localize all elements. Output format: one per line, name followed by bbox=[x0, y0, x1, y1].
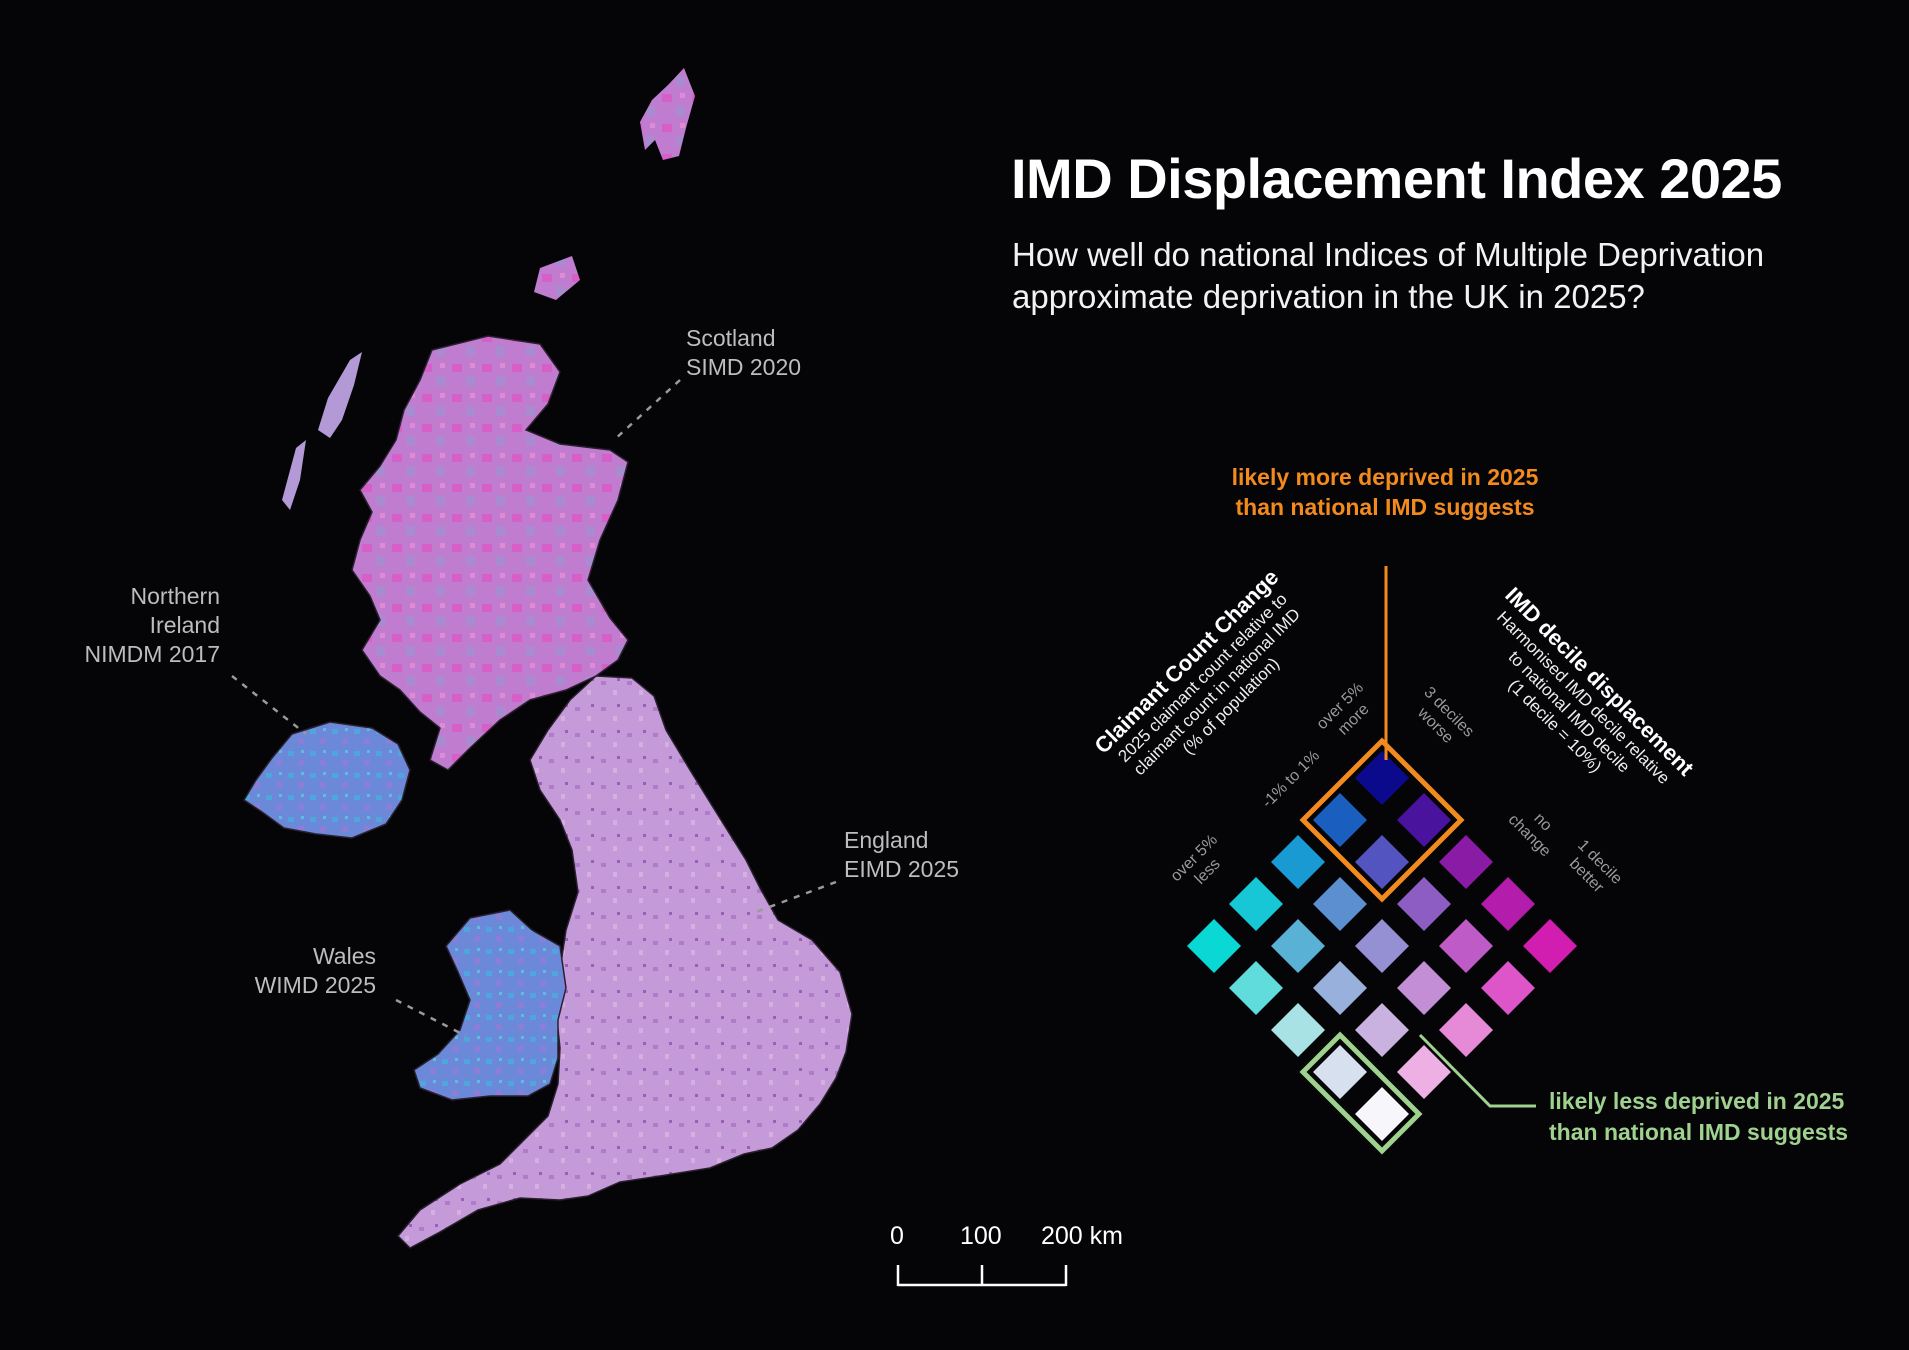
hebrides-south bbox=[282, 440, 306, 510]
scale-label-200: 200 km bbox=[1041, 1222, 1123, 1250]
scotland-shape bbox=[351, 335, 629, 771]
scotland-label: Scotland SIMD 2020 bbox=[686, 324, 801, 382]
northern-ireland-index: NIMDM 2017 bbox=[84, 641, 220, 667]
scale-label-100: 100 bbox=[960, 1222, 1002, 1250]
outer-hebrides bbox=[318, 352, 362, 438]
legend-grid bbox=[1187, 737, 1577, 1155]
england-name: England bbox=[844, 827, 929, 853]
legend-cell-r2-c4 bbox=[1439, 1003, 1493, 1057]
legend-cell-r3-c3 bbox=[1355, 1003, 1409, 1057]
northern-ireland-name-line2: Ireland bbox=[149, 612, 220, 638]
northern-ireland-label: Northern Ireland NIMDM 2017 bbox=[60, 582, 220, 669]
legend-cell-r0-c0 bbox=[1355, 751, 1409, 805]
legend-cell-r1-c3 bbox=[1439, 919, 1493, 973]
legend-cell-r1-c4 bbox=[1481, 961, 1535, 1015]
legend-cell-r1-c0 bbox=[1313, 793, 1367, 847]
legend-cell-r2-c3 bbox=[1397, 961, 1451, 1015]
legend-cell-r2-c2 bbox=[1355, 919, 1409, 973]
scale-bar bbox=[896, 1265, 1068, 1287]
legend-cell-r3-c1 bbox=[1271, 919, 1325, 973]
legend-cell-r1-c2 bbox=[1397, 877, 1451, 931]
scotland-leader-line bbox=[613, 379, 681, 441]
less-deprived-label: likely less deprived in 2025 than nation… bbox=[1549, 1088, 1849, 1145]
northern-ireland-name-line1: Northern bbox=[130, 583, 220, 609]
scotland-name: Scotland bbox=[686, 325, 776, 351]
legend-cell-r4-c1 bbox=[1229, 961, 1283, 1015]
england-index: EIMD 2025 bbox=[844, 856, 960, 882]
scale-label-0: 0 bbox=[890, 1222, 904, 1250]
legend-cell-r2-c1 bbox=[1313, 877, 1367, 931]
green-highlight-box bbox=[1299, 1031, 1423, 1155]
orange-highlight-box bbox=[1299, 737, 1465, 903]
england-leader-line bbox=[755, 880, 837, 914]
northern-ireland-leader-line bbox=[231, 675, 307, 735]
legend-cell-r0-c3 bbox=[1481, 877, 1535, 931]
england-label: England EIMD 2025 bbox=[844, 826, 959, 884]
wales-shape bbox=[413, 909, 567, 1101]
scotland-index: SIMD 2020 bbox=[686, 354, 802, 380]
wales-name: Wales bbox=[312, 943, 376, 969]
orkney-islands bbox=[534, 256, 580, 300]
legend-cell-r3-c0 bbox=[1229, 877, 1283, 931]
legend-cell-r0-c1 bbox=[1397, 793, 1451, 847]
legend-cell-r0-c4 bbox=[1523, 919, 1577, 973]
green-callout-line bbox=[1418, 1033, 1536, 1108]
wales-label: Wales WIMD 2025 bbox=[230, 942, 376, 1000]
legend-cell-r2-c0 bbox=[1271, 835, 1325, 889]
more-deprived-label: likely more deprived in 2025 than nation… bbox=[1231, 464, 1539, 520]
legend-cell-r4-c4 bbox=[1355, 1087, 1409, 1141]
legend-cell-r3-c2 bbox=[1313, 961, 1367, 1015]
shetland-islands bbox=[640, 68, 695, 160]
wales-index: WIMD 2025 bbox=[254, 972, 376, 998]
legend-cell-r3-c4 bbox=[1397, 1045, 1451, 1099]
legend-cell-r1-c1 bbox=[1355, 835, 1409, 889]
legend-cell-r4-c0 bbox=[1187, 919, 1241, 973]
legend-cell-r0-c2 bbox=[1439, 835, 1493, 889]
wales-leader-line bbox=[395, 998, 467, 1038]
legend-cell-r4-c3 bbox=[1313, 1045, 1367, 1099]
legend-cell-r4-c2 bbox=[1271, 1003, 1325, 1057]
england-shape bbox=[396, 675, 853, 1249]
page-title: IMD Displacement Index 2025 bbox=[1011, 147, 1782, 210]
northern-ireland-shape bbox=[242, 721, 411, 839]
page-subtitle: How well do national Indices of Multiple… bbox=[1012, 236, 1765, 315]
